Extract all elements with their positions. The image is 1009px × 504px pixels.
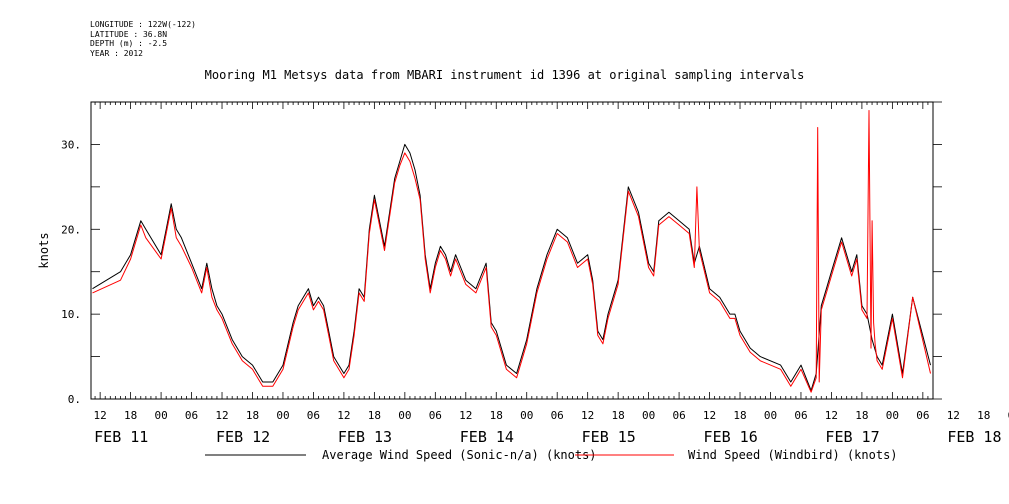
x-date-label: FEB 16: [704, 428, 758, 446]
plot-frame: [90, 101, 934, 400]
x-tick-label: 18: [124, 409, 137, 422]
x-tick-label: 18: [612, 409, 625, 422]
x-tick-label: 12: [703, 409, 716, 422]
x-tick-label: 00: [520, 409, 533, 422]
legend-label-windbird: Wind Speed (Windbird) (knots): [688, 448, 898, 462]
x-date-label: FEB 17: [825, 428, 879, 446]
axes-group: 12 18 00 06 12 18 00 06 12 18 00 06 12 18 00 06 12 18 00 06…: [37, 101, 1009, 446]
x-tick-label: 06: [916, 409, 929, 422]
y-tick-label: 30.: [61, 138, 81, 151]
x-tick-label: 00: [886, 409, 899, 422]
x-tick-label: 06: [307, 409, 320, 422]
depth-text: DEPTH (m) : -2.5: [90, 39, 168, 48]
chart-title: Mooring M1 Metsys data from MBARI instru…: [204, 68, 805, 82]
y-tick-label: 10.: [61, 308, 81, 321]
y-tick-label: 20.: [61, 223, 81, 236]
series-line-average-wind: [92, 143, 931, 391]
x-date-label: FEB 11: [94, 428, 148, 446]
x-tick-label: 18: [246, 409, 259, 422]
series-group: [92, 110, 931, 393]
y-tick-label: 0.: [68, 393, 81, 406]
x-tick-label: 00: [276, 409, 289, 422]
x-tick-label: 18: [733, 409, 746, 422]
legend-label-average: Average Wind Speed (Sonic-n/a) (knots): [322, 448, 597, 462]
x-tick-label: 00: [642, 409, 655, 422]
x-date-label: FEB 12: [216, 428, 270, 446]
x-date-label: FEB 18: [947, 428, 1001, 446]
x-tick-label: 18: [490, 409, 503, 422]
x-tick-label: 06: [185, 409, 198, 422]
metadata-block: LONGITUDE : 122W(-122) LATITUDE : 36.8N …: [90, 20, 196, 58]
x-tick-label: 12: [215, 409, 228, 422]
x-tick-label: 00: [398, 409, 411, 422]
x-tick-label: 12: [459, 409, 472, 422]
x-tick-label: 12: [581, 409, 594, 422]
x-tick-label: 18: [368, 409, 381, 422]
x-date-label: FEB 14: [460, 428, 514, 446]
x-tick-label: 12: [947, 409, 960, 422]
year-text: YEAR : 2012: [90, 48, 143, 58]
latitude-text: LATITUDE : 36.8N: [90, 29, 168, 39]
x-tick-label: 06: [429, 409, 442, 422]
x-tick-label: 12: [337, 409, 350, 422]
x-tick-label: 00: [764, 409, 777, 422]
x-tick-label: 18: [977, 409, 990, 422]
longitude-text: LONGITUDE : 122W(-122): [90, 20, 196, 29]
x-tick-label: 00: [154, 409, 167, 422]
x-tick-label: 06: [551, 409, 564, 422]
legend: Average Wind Speed (Sonic-n/a) (knots) Wi…: [205, 448, 898, 462]
x-tick-label: 00: [1008, 409, 1009, 422]
x-tick-label: 18: [855, 409, 868, 422]
series-line-windbird: [92, 110, 931, 393]
x-tick-label: 12: [94, 409, 107, 422]
y-axis-label: knots: [37, 232, 51, 268]
x-date-label: FEB 15: [582, 428, 636, 446]
x-tick-label: 06: [794, 409, 807, 422]
x-date-label: FEB 13: [338, 428, 392, 446]
x-tick-label: 06: [672, 409, 685, 422]
x-tick-label: 12: [825, 409, 838, 422]
